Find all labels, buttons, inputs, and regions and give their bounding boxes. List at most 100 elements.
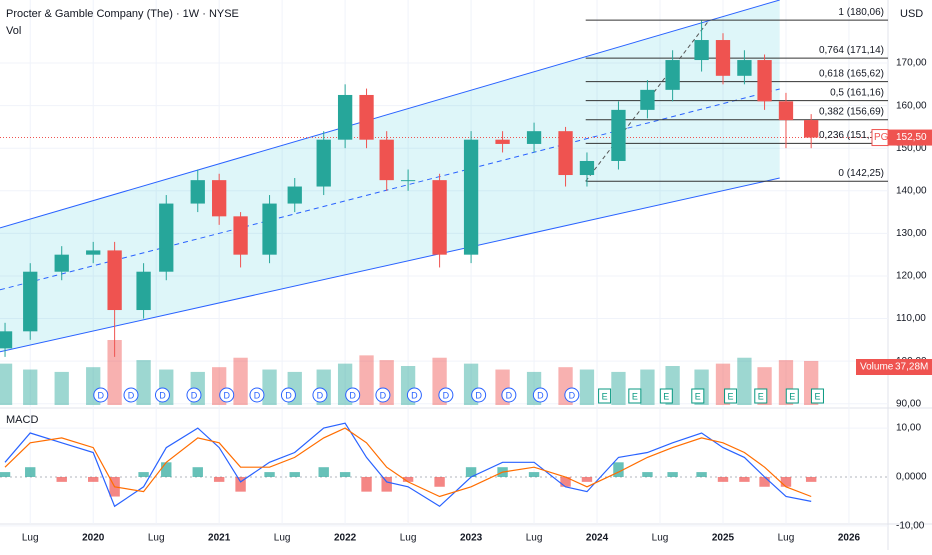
event-label: E (602, 391, 608, 401)
volume-bar (136, 360, 151, 405)
volume-tag-bg (856, 359, 932, 375)
event-label: E (695, 391, 701, 401)
candle-body (715, 40, 731, 76)
macd-histogram-bar (88, 476, 99, 482)
volume-bar (611, 371, 626, 405)
x-tick-label: 2022 (334, 533, 357, 544)
macd-histogram-bar (528, 472, 540, 477)
candle-body (694, 40, 709, 61)
macd-histogram-bar (739, 476, 750, 482)
event-label: E (632, 391, 638, 401)
earnings-marker (691, 388, 705, 404)
macd-histogram-bar (264, 472, 275, 477)
currency-label: USD (900, 8, 923, 20)
macd-histogram-bar (0, 472, 11, 477)
candles (0, 20, 819, 357)
channel-lower (0, 177, 780, 353)
candle-body (107, 250, 122, 311)
last-price-tag: 152,50 (896, 132, 927, 143)
x-tick-label: 2024 (586, 533, 609, 544)
channel-upper (0, 0, 780, 229)
candle-body (54, 254, 69, 272)
dividend-marker (154, 387, 170, 403)
macd-histogram-bar (25, 467, 36, 477)
macd-histogram-bar (339, 472, 351, 477)
candle-body (400, 180, 416, 182)
x-tick-label: 2021 (208, 533, 231, 544)
volume-tag: Volume (860, 362, 894, 373)
macd-histogram-bar (434, 476, 445, 487)
y2-tick-label: 0,0000 (896, 472, 927, 483)
volume-bar (737, 357, 752, 405)
candle-body (233, 216, 248, 255)
macd-line (4, 422, 812, 508)
earnings-marker (785, 388, 799, 404)
event-label: D (317, 390, 324, 400)
macd-pane (0, 422, 817, 508)
candle-body (23, 271, 38, 332)
macd-histogram-bar (642, 472, 653, 477)
macd-histogram-bar (560, 476, 571, 487)
volume-bar (23, 369, 38, 405)
volume-indicator-label: Vol (6, 25, 21, 37)
event-label: D (98, 390, 105, 400)
fib-label: 0,5 (161,16) (830, 87, 884, 98)
x-tick-label: 2023 (460, 533, 483, 544)
event-label: D (506, 390, 513, 400)
macd-histogram-bar (161, 462, 172, 477)
volume-bar (54, 371, 69, 405)
candle-body (432, 180, 447, 255)
candle-body (337, 94, 353, 140)
macd-histogram-bar (56, 476, 67, 482)
y-tick-label: 110,00 (896, 313, 926, 324)
volume-bar (640, 369, 655, 405)
event-label: E (728, 391, 734, 401)
earnings-marker (659, 388, 673, 404)
candle-body (579, 160, 595, 176)
candle-body (316, 139, 331, 187)
macd-histogram-bar (289, 472, 300, 477)
candle-body (159, 203, 174, 272)
dividend-marker (219, 387, 235, 403)
x-tick-label: 2020 (82, 533, 105, 544)
event-label: D (223, 390, 230, 400)
event-label: E (789, 391, 795, 401)
x-tick-label: Lug (22, 533, 39, 544)
dividend-marker (406, 387, 422, 403)
dividend-marker (501, 387, 517, 403)
dividend-marker (438, 387, 454, 403)
macd-histogram-bar (696, 472, 707, 477)
candle-body (737, 60, 752, 76)
candle-body (212, 180, 227, 217)
labels: Lug 2020 Lug 2021 Lug 2022 Lug 2023 Lug 2024 Lug 20… (22, 7, 932, 544)
signal-line (4, 427, 812, 498)
y2-tick-label: 10,00 (896, 423, 921, 434)
event-label: D (128, 390, 135, 400)
candle-body (379, 139, 394, 181)
dividend-marker (471, 387, 487, 403)
earnings-marker (810, 388, 824, 404)
macd-histogram-bar (361, 476, 372, 492)
chart-title: Procter & Gamble Company (The) · 1W · NY… (6, 8, 239, 20)
event-label: D (380, 390, 387, 400)
macd-histogram-bar (805, 476, 817, 482)
macd-histogram-bar (667, 472, 678, 477)
x-tick-label: Lug (526, 533, 543, 544)
macd-histogram-bar (381, 476, 392, 492)
volume-bar (359, 355, 374, 405)
fib-label: 0,236 (151,14) (819, 130, 884, 141)
macd-histogram-bar (318, 467, 329, 477)
dividend-marker (532, 387, 548, 403)
dividend-marker (123, 387, 139, 403)
macd-histogram-bar (465, 467, 477, 477)
event-label: D (569, 390, 576, 400)
y-tick-label: 90,00 (896, 398, 921, 409)
dividend-marker (186, 387, 202, 403)
volume-bar (579, 369, 595, 405)
macd-histogram-bar (613, 462, 624, 477)
dividend-marker (280, 387, 296, 403)
event-label: E (758, 391, 764, 401)
fib-label: 0,382 (156,69) (819, 106, 884, 117)
symbol-tag: PG (874, 132, 889, 143)
